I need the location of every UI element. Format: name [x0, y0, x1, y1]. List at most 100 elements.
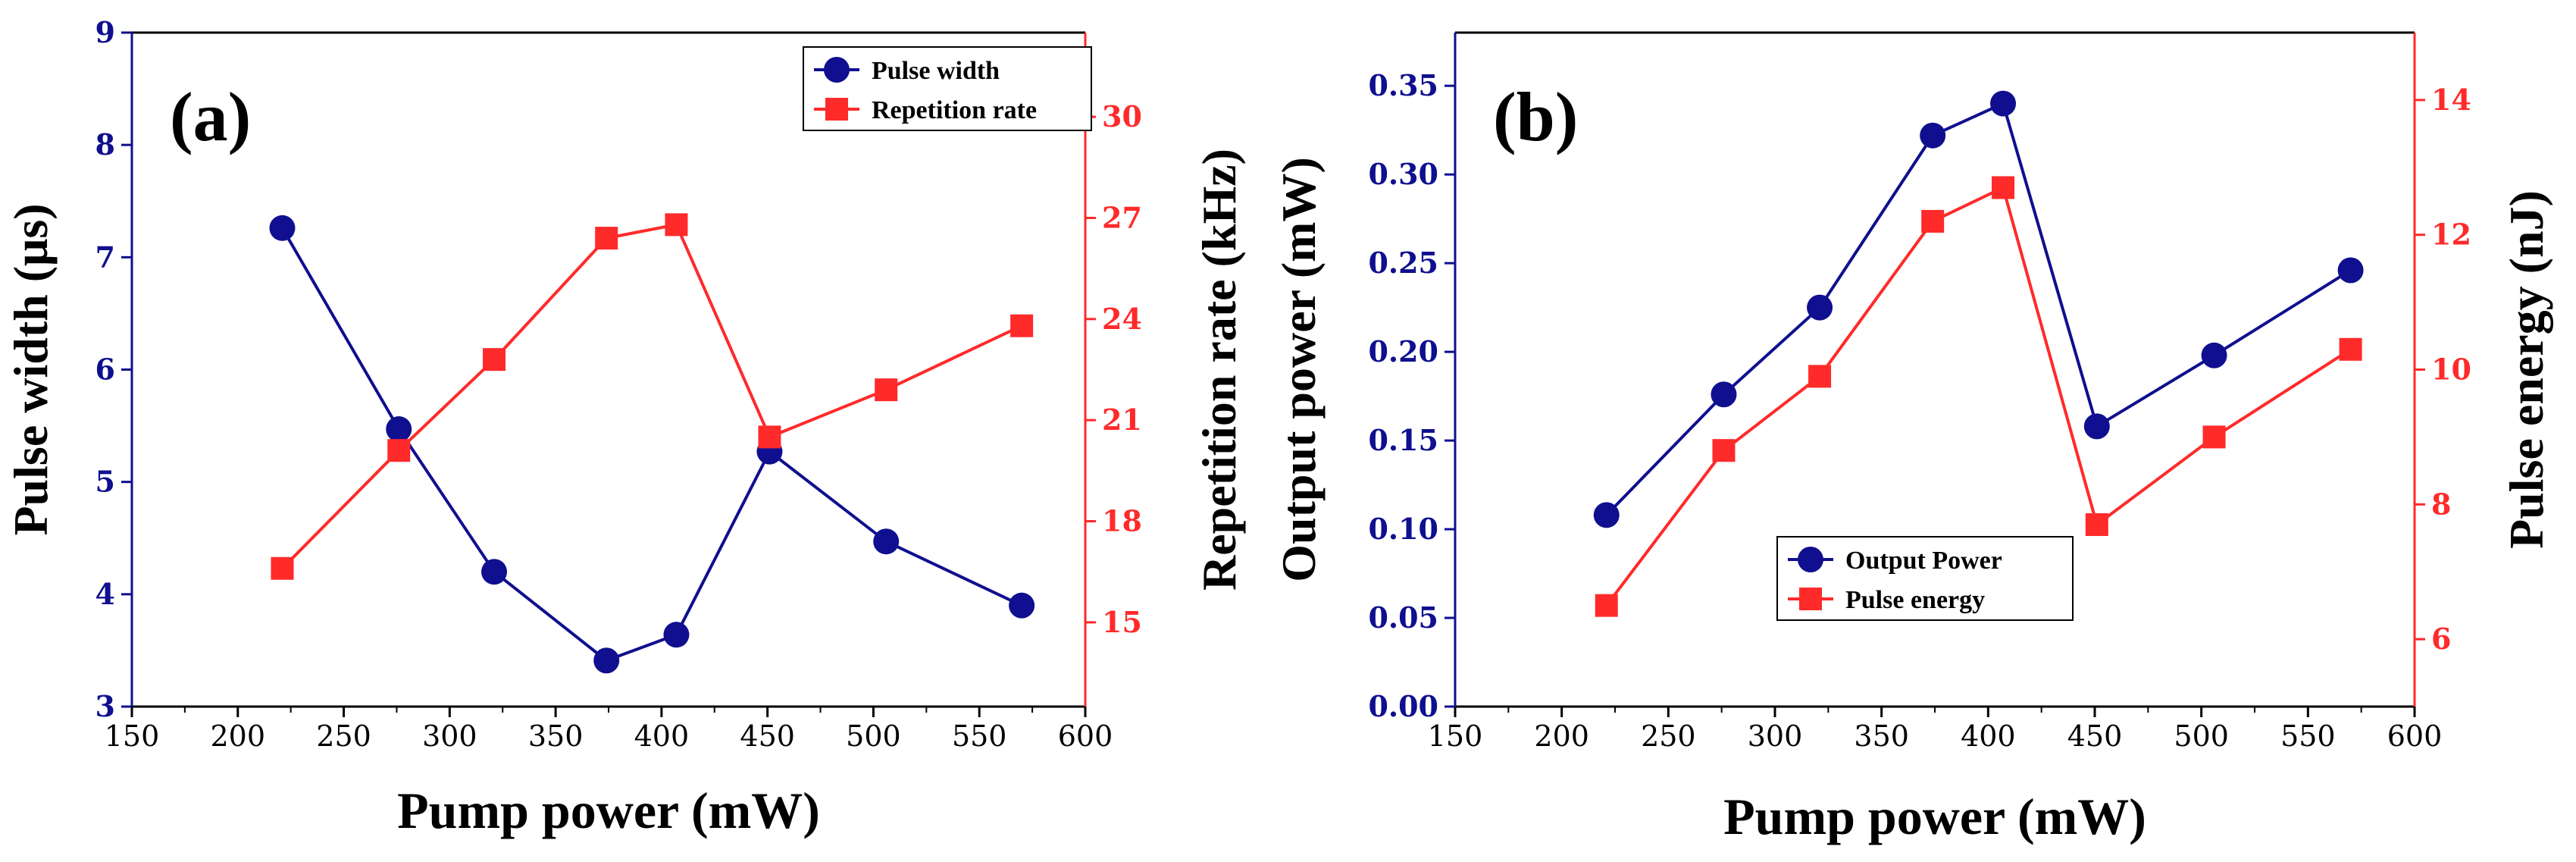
data-point — [269, 215, 296, 241]
x-tick-label: 150 — [105, 719, 160, 753]
data-point — [387, 439, 411, 462]
right-y-tick-label: 30 — [1102, 99, 1142, 133]
x-tick-label: 550 — [952, 719, 1007, 753]
data-point — [481, 559, 508, 585]
left-y-tick-label: 6 — [95, 353, 115, 387]
x-tick-label: 250 — [316, 719, 371, 753]
x-tick-label: 350 — [528, 719, 584, 753]
left-y-tick-label: 4 — [95, 577, 115, 611]
left-y-tick-label: 8 — [95, 127, 115, 161]
series-line-output-power — [1605, 101, 2352, 516]
left-y-axis-title: Output power (mW) — [1272, 157, 1326, 582]
legend-marker — [825, 98, 848, 121]
left-y-tick-label: 0.15 — [1368, 423, 1438, 457]
right-y-tick-label: 14 — [2431, 83, 2471, 117]
x-tick-label: 400 — [1961, 719, 2016, 753]
data-point — [1711, 381, 1737, 408]
data-point — [2085, 512, 2108, 536]
x-tick-label: 200 — [211, 719, 266, 753]
x-axis-title: Pump power (mW) — [1723, 788, 2146, 845]
data-point — [875, 378, 898, 402]
data-point — [1010, 314, 1034, 337]
x-tick-label: 550 — [2280, 719, 2336, 753]
x-tick-label: 300 — [422, 719, 477, 753]
data-point — [1808, 365, 1832, 388]
x-tick-label: 500 — [2174, 719, 2229, 753]
right-y-axis-title: Pulse energy (nJ) — [2499, 190, 2553, 549]
left-y-tick-label: 0.20 — [1368, 334, 1438, 368]
data-point — [1595, 594, 1618, 617]
data-point — [1921, 209, 1945, 233]
data-point — [1009, 592, 1035, 619]
right-y-axis-title: Repetition rate (kHz) — [1192, 149, 1246, 591]
x-tick-label: 300 — [1748, 719, 1803, 753]
data-point — [2083, 413, 2110, 440]
left-y-tick-label: 5 — [95, 465, 115, 499]
x-axis-title: Pump power (mW) — [397, 782, 820, 839]
left-y-tick-label: 9 — [95, 15, 115, 49]
legend-label: Pulse width — [872, 57, 1000, 85]
x-tick-label: 150 — [1428, 719, 1483, 753]
legend-label: Output Power — [1845, 547, 2002, 575]
legend-marker — [1799, 588, 1822, 610]
left-y-tick-label: 0.05 — [1368, 600, 1438, 635]
legend-marker — [1798, 547, 1823, 572]
left-y-tick-label: 0.00 — [1368, 689, 1438, 723]
legend-marker — [824, 57, 850, 83]
legend-label: Repetition rate — [872, 96, 1037, 124]
x-tick-label: 450 — [2067, 719, 2123, 753]
data-point — [2201, 342, 2227, 368]
x-tick-label: 600 — [1058, 719, 1113, 753]
panel-label: (b) — [1493, 78, 1578, 155]
x-tick-label: 500 — [846, 719, 901, 753]
panel-a: 150 200 250 300 350 400 450 500 550 600 3 4 5 6 7 8 9 15 1… — [4, 15, 1246, 839]
panel-label: (a) — [170, 78, 251, 155]
x-tick-label: 600 — [2387, 719, 2443, 753]
data-point — [2202, 425, 2226, 449]
right-y-tick-label: 27 — [1102, 200, 1142, 234]
left-y-tick-label: 0.30 — [1368, 157, 1438, 191]
data-point — [593, 647, 620, 674]
series-line-repetition-rate — [281, 223, 1022, 570]
data-point — [758, 425, 781, 449]
x-tick-label: 350 — [1854, 719, 1909, 753]
left-y-tick-label: 0.35 — [1368, 68, 1438, 102]
data-point — [1712, 439, 1736, 462]
x-tick-label: 250 — [1641, 719, 1696, 753]
data-point — [386, 416, 412, 443]
panel-b: 150 200 250 300 350 400 450 500 550 600 0.00 0.05 0.… — [1272, 31, 2553, 845]
x-tick-label: 200 — [1534, 719, 1589, 753]
right-y-tick-label: 8 — [2431, 487, 2451, 521]
legend-box — [803, 46, 1092, 131]
legend-box — [1776, 536, 2074, 621]
data-point — [665, 213, 688, 237]
left-y-tick-label: 7 — [95, 240, 115, 274]
data-point — [1807, 294, 1833, 321]
left-y-tick-label: 0.10 — [1368, 512, 1438, 546]
data-point — [271, 556, 294, 580]
x-tick-label: 400 — [634, 719, 690, 753]
x-tick-label: 450 — [740, 719, 795, 753]
left-y-tick-label: 3 — [95, 689, 115, 723]
right-y-tick-label: 21 — [1102, 403, 1142, 437]
left-y-axis-title: Pulse width (μs) — [4, 203, 58, 535]
data-point — [1920, 122, 1946, 149]
right-y-tick-label: 12 — [2431, 218, 2471, 252]
data-point — [1593, 502, 1620, 528]
left-y-tick-label: 0.25 — [1368, 246, 1438, 280]
data-point — [2337, 257, 2364, 284]
right-y-tick-label: 18 — [1102, 504, 1142, 538]
data-point — [2339, 337, 2362, 361]
right-y-tick-label: 6 — [2431, 622, 2451, 656]
data-point — [1990, 90, 2017, 117]
data-point — [483, 348, 506, 371]
data-point — [595, 227, 618, 250]
right-y-tick-label: 15 — [1102, 605, 1142, 639]
data-point — [873, 528, 900, 555]
right-y-tick-label: 10 — [2431, 353, 2471, 387]
series-line-pulse-energy — [1605, 185, 2352, 607]
data-point — [663, 622, 690, 648]
right-y-tick-label: 24 — [1102, 302, 1142, 336]
data-point — [1992, 176, 2015, 199]
